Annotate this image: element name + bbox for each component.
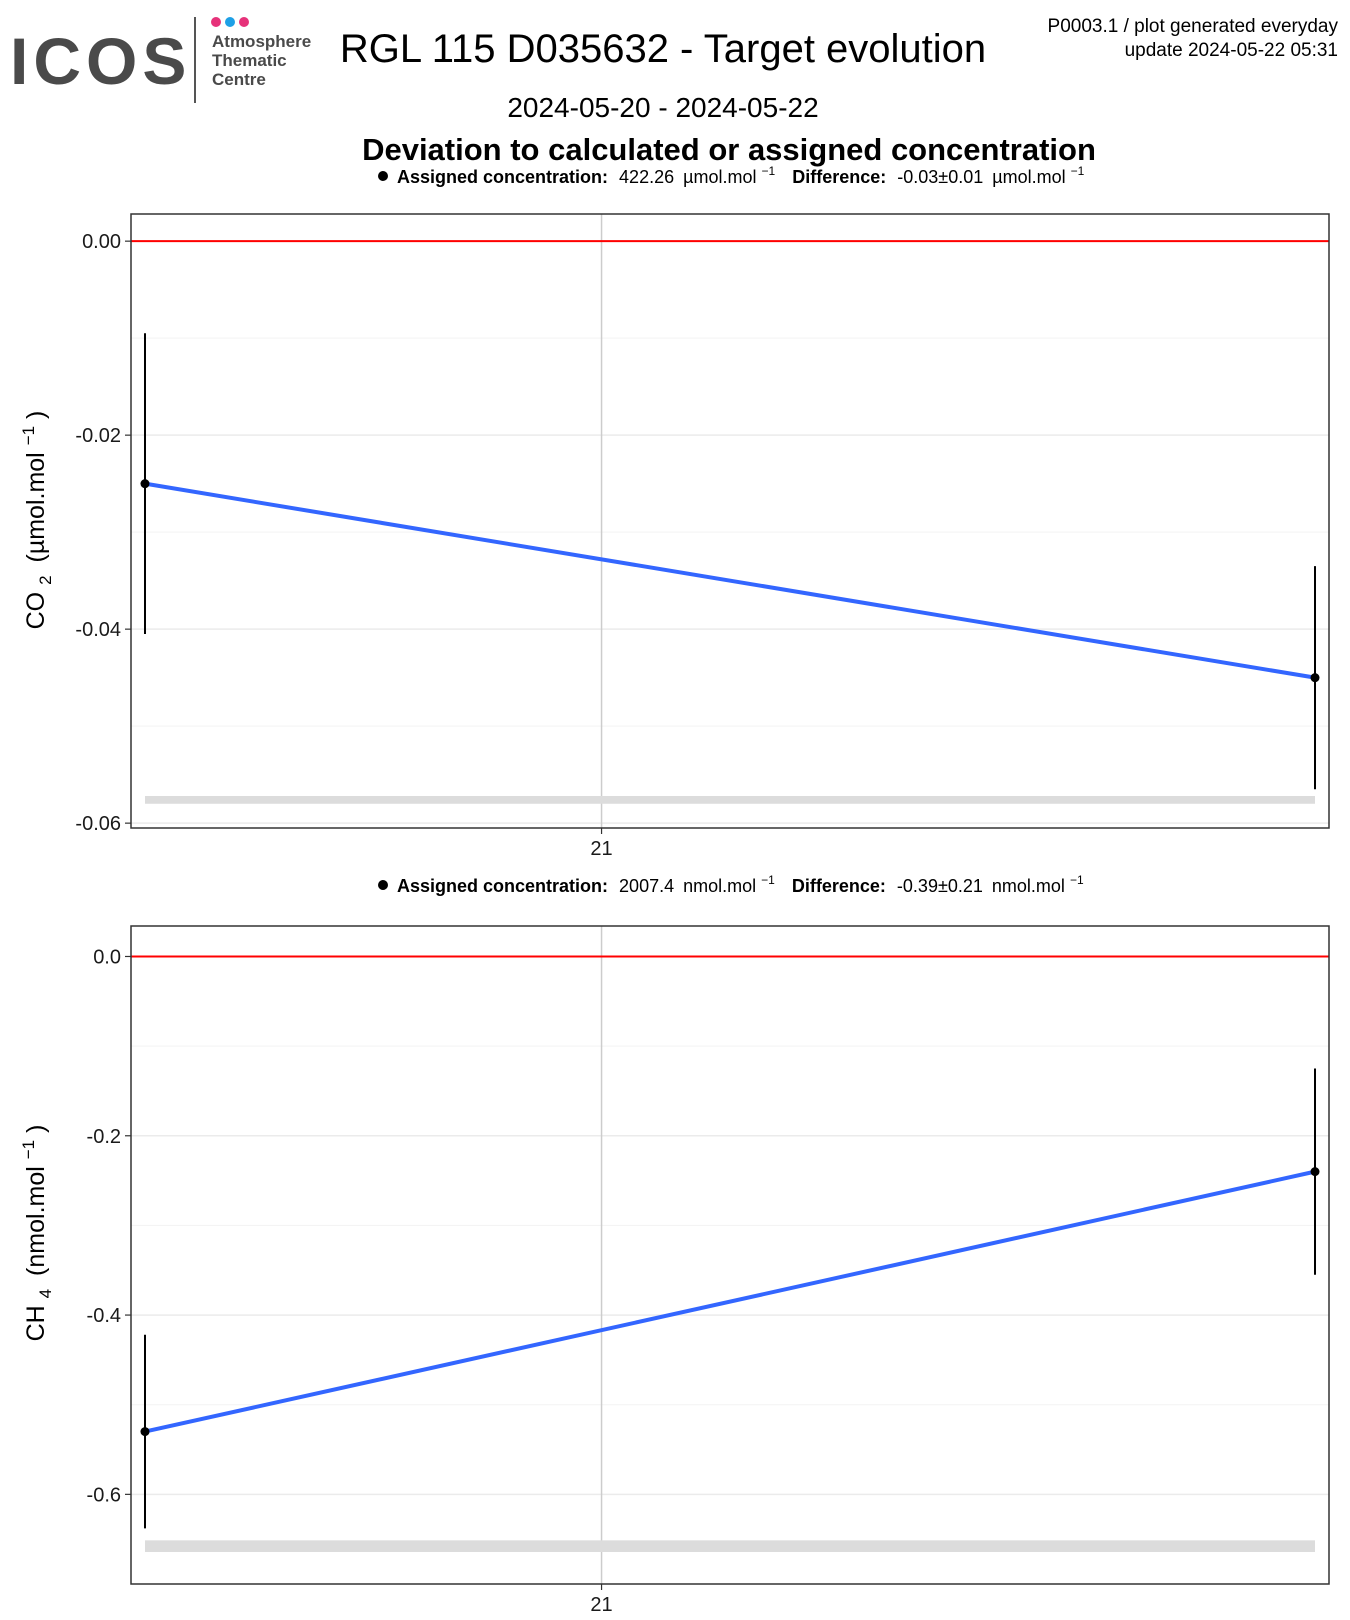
ch4-ylabel-unit: (nmol.mol <box>22 1166 50 1276</box>
co2-legend: Assigned concentration: 422.26 µmol.mol … <box>378 159 1085 187</box>
ch4-y-axis-label: CH 4 (nmol.mol −1 ) <box>12 1125 57 1342</box>
co2-assigned-value: 422.26 <box>619 167 674 187</box>
ch4-panel-border <box>130 925 1330 1585</box>
ch4-y-tick-label: -0.2 <box>87 1126 121 1148</box>
co2-assigned-unit: µmol.mol <box>683 167 756 187</box>
co2-difference-unit-exp: −1 <box>1071 164 1085 178</box>
logo-dot-pink-2 <box>239 17 249 27</box>
logo-subtitle-line3: Centre <box>212 70 266 89</box>
ch4-ylabel-exp: −1 <box>19 1140 38 1159</box>
co2-difference-value: -0.03±0.01 <box>897 167 983 187</box>
co2-x-tick-label: 21 <box>590 838 612 860</box>
co2-ylabel-sub: 2 <box>36 575 55 584</box>
ch4-difference-unit-exp: −1 <box>1070 873 1084 887</box>
ch4-band <box>144 1540 1316 1552</box>
logo-dot-blue <box>225 17 235 27</box>
co2-assigned-label: Assigned concentration: <box>397 167 608 187</box>
co2-ylabel-species: CO <box>22 592 50 630</box>
ch4-difference-label: Difference: <box>792 876 886 896</box>
ch4-y-tick-label: -0.6 <box>87 1484 121 1506</box>
ch4-data-point <box>1310 1167 1320 1177</box>
ch4-assigned-value: 2007.4 <box>619 876 674 896</box>
ch4-difference-value: -0.39±0.21 <box>897 876 983 896</box>
ch4-assigned-label: Assigned concentration: <box>397 876 608 896</box>
ch4-data-point <box>140 1427 150 1437</box>
ch4-ylabel-close: ) <box>22 1125 50 1133</box>
ch4-ylabel-species: CH <box>22 1305 50 1341</box>
co2-difference-label: Difference: <box>792 167 886 187</box>
co2-assigned-unit-exp: −1 <box>762 164 776 178</box>
ch4-legend-marker <box>378 880 388 890</box>
ch4-x-tick-label: 21 <box>590 1594 612 1616</box>
ch4-difference-unit: nmol.mol <box>992 876 1065 896</box>
logo-subtitle-line2: Thematic <box>212 51 287 70</box>
meta-line-2: update 2024-05-22 05:31 <box>1125 40 1338 61</box>
co2-ylabel-unit: (µmol.mol <box>22 452 50 562</box>
co2-data-point <box>140 479 150 489</box>
co2-panel: Assigned concentration: 422.26 µmol.mol … <box>12 159 1330 860</box>
logo-subtitle-line1: Atmosphere <box>212 32 311 51</box>
date-range: 2024-05-20 - 2024-05-22 <box>507 92 818 123</box>
co2-y-tick-label: -0.04 <box>75 619 121 641</box>
ch4-panel: Assigned concentration: 2007.4 nmol.mol … <box>12 868 1330 1616</box>
co2-difference-unit: µmol.mol <box>992 167 1065 187</box>
icos-logo: ICOS Atmosphere Thematic Centre <box>10 17 311 103</box>
co2-y-tick-label: -0.06 <box>75 813 121 835</box>
co2-legend-marker <box>378 171 388 181</box>
ch4-ylabel-sub: 4 <box>36 1289 55 1298</box>
co2-panel-border <box>130 213 1330 829</box>
ch4-trend-line <box>144 1169 1316 1434</box>
co2-ylabel-exp: −1 <box>19 426 38 445</box>
logo-dot-pink <box>211 17 221 27</box>
ch4-assigned-unit-exp: −1 <box>761 873 775 887</box>
co2-band <box>144 795 1316 804</box>
co2-plot-area: 0.00 -0.02 -0.04 -0.06 21 <box>75 213 1330 860</box>
ch4-legend: Assigned concentration: 2007.4 nmol.mol … <box>378 868 1084 896</box>
co2-trend-line <box>144 481 1316 680</box>
logo-wordmark: ICOS <box>10 24 191 98</box>
ch4-y-tick-label: -0.4 <box>87 1305 121 1327</box>
ch4-y-tick-label: 0.0 <box>93 946 121 968</box>
page-title: RGL 115 D035632 - Target evolution <box>340 27 986 71</box>
co2-data-point <box>1310 673 1320 683</box>
co2-legend-text: Assigned concentration: 422.26 µmol.mol … <box>397 159 1085 187</box>
co2-ylabel-close: ) <box>22 411 50 419</box>
co2-y-tick-label: -0.02 <box>75 425 121 447</box>
co2-y-axis-label: CO 2 (µmol.mol −1 ) <box>12 411 57 630</box>
ch4-legend-text: Assigned concentration: 2007.4 nmol.mol … <box>397 868 1084 896</box>
ch4-assigned-unit: nmol.mol <box>683 876 756 896</box>
ch4-plot-area: 0.0 -0.2 -0.4 -0.6 21 <box>87 925 1330 1616</box>
meta-line-1: P0003.1 / plot generated everyday <box>1048 16 1339 37</box>
co2-y-tick-label: 0.00 <box>82 231 121 253</box>
section-title: Deviation to calculated or assigned conc… <box>362 132 1096 167</box>
